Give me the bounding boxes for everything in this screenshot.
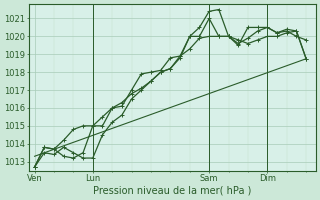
X-axis label: Pression niveau de la mer( hPa ): Pression niveau de la mer( hPa ) [93,186,252,196]
